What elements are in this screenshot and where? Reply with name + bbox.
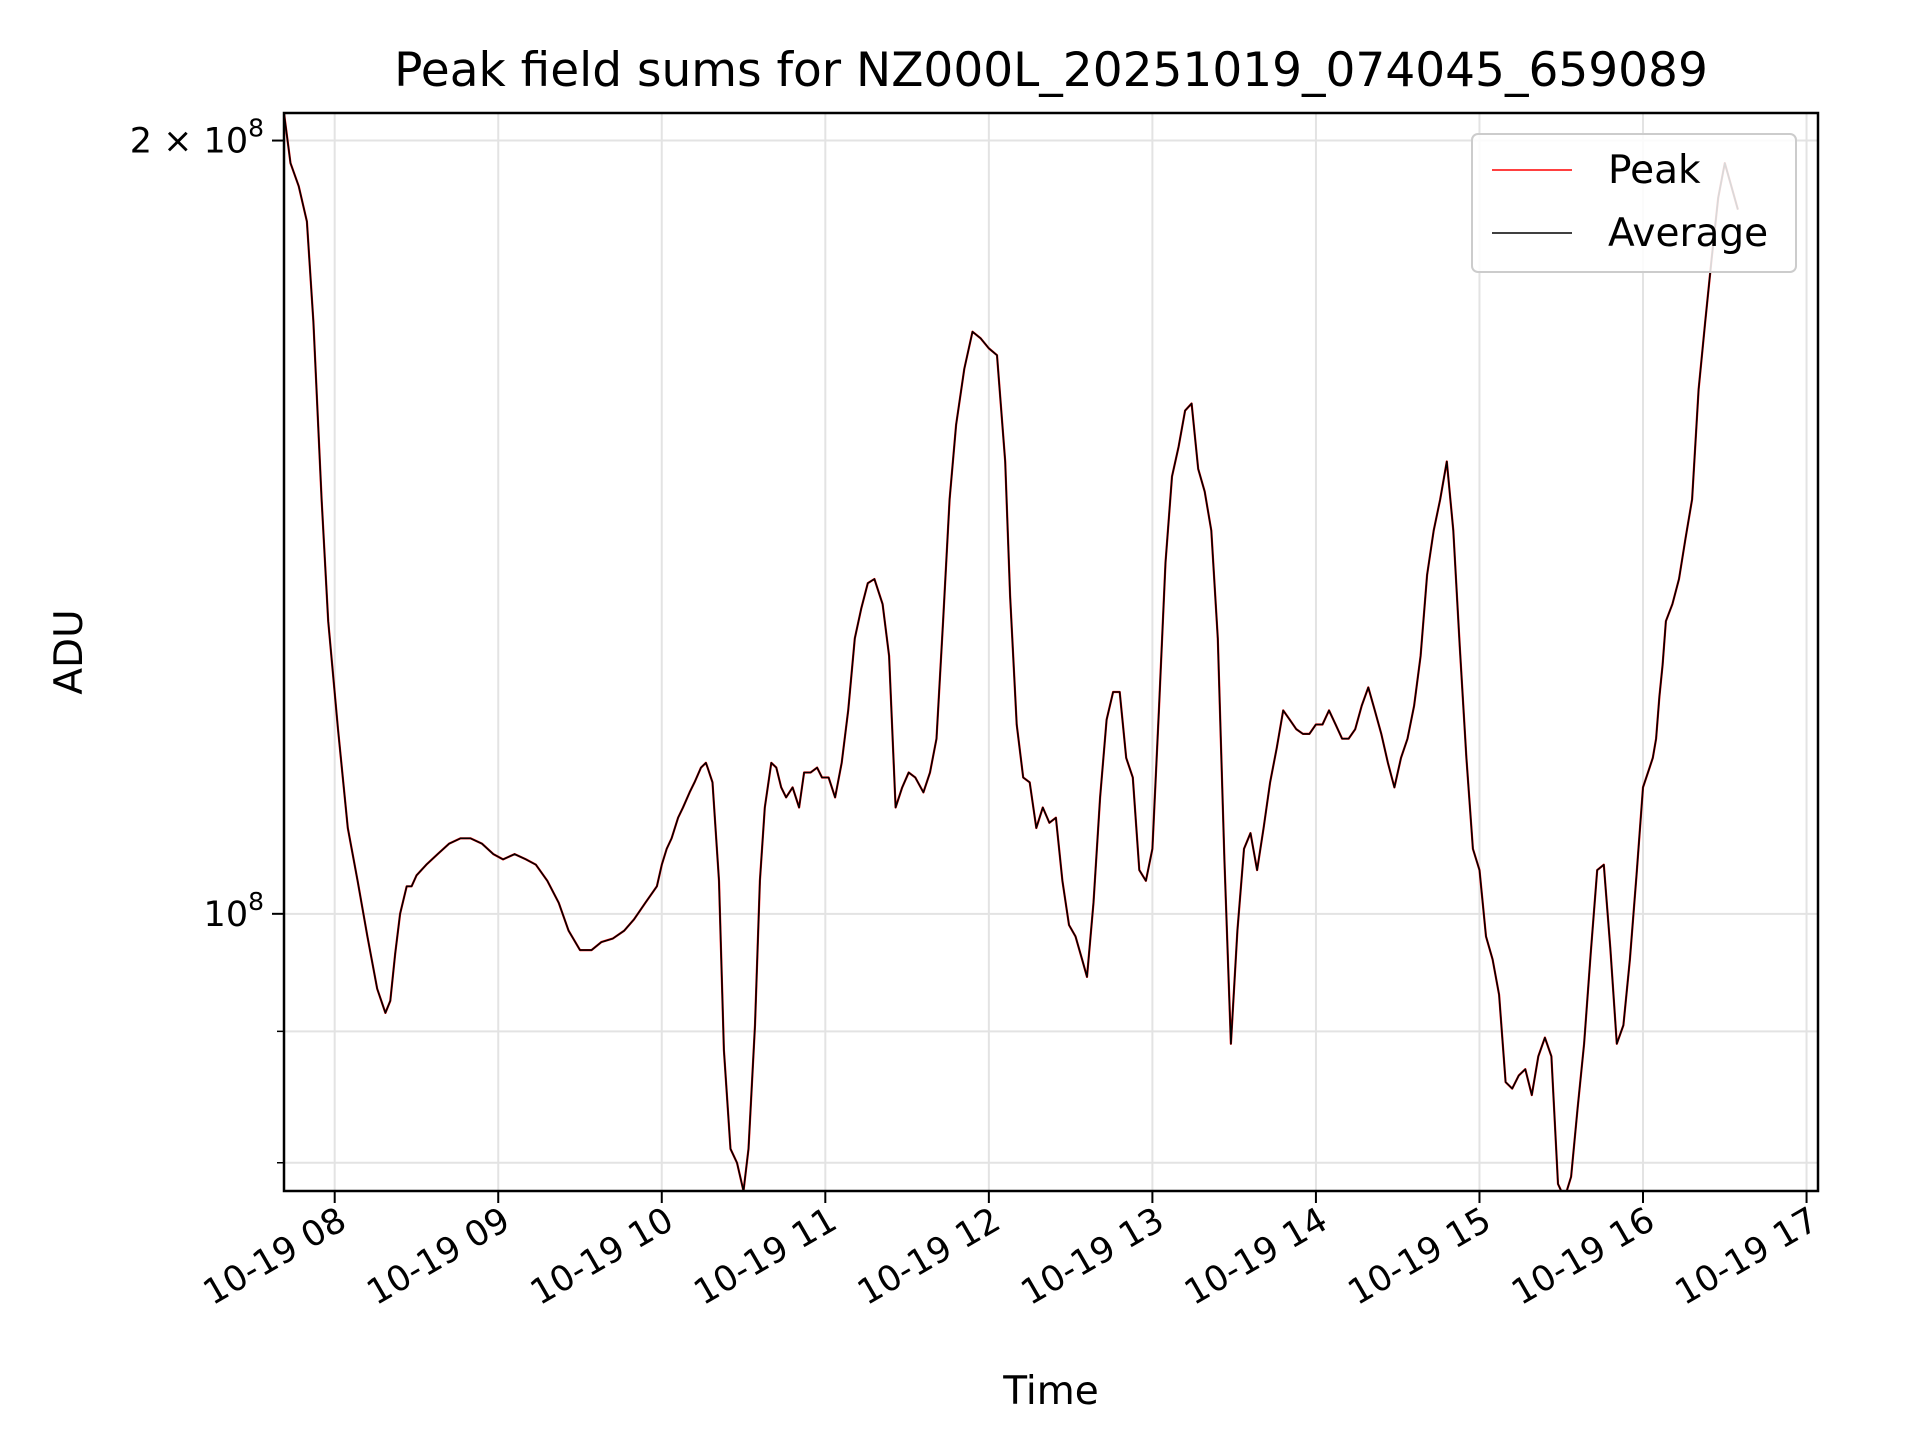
legend-label-peak: Peak [1608, 148, 1701, 193]
x-axis-label: Time [1002, 1369, 1098, 1414]
legend-box [1471, 133, 1797, 273]
chart-title: Peak field sums for NZ000L_20251019_0740… [394, 43, 1708, 98]
y-tick-label: 2 × 108 [130, 114, 264, 162]
legend-label-average: Average [1608, 211, 1768, 256]
legend: Peak Average [1471, 133, 1797, 273]
plot-frame [282, 111, 1820, 1193]
y-axis: 108 2 × 108 [130, 114, 284, 1164]
series-line-average [284, 113, 1739, 1191]
grid [284, 113, 1818, 1191]
series-layer [284, 113, 1739, 1191]
y-axis-label: ADU [47, 609, 92, 694]
y-tick-label: 108 [204, 887, 264, 935]
